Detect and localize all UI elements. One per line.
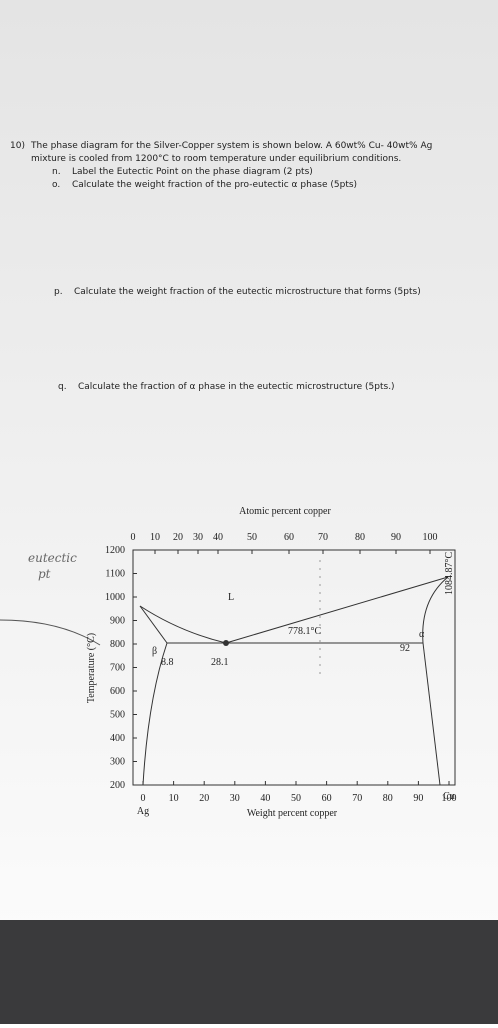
top-tick-label: 90	[391, 532, 401, 543]
x-end-label: Ag	[137, 806, 149, 817]
beta-solvus	[142, 642, 168, 786]
x-tick-label: 50	[291, 793, 301, 804]
part-label: q.	[58, 382, 67, 392]
y-tick-label: 400	[110, 733, 125, 744]
phase-boundaries	[139, 576, 449, 786]
top-tick-label: 30	[193, 532, 203, 543]
question-text: mixture is cooled from 1200°C to room te…	[31, 154, 401, 164]
x-tick-label: 0	[141, 793, 146, 804]
y-tick-label: 1000	[105, 592, 125, 603]
y-tick-label: 500	[110, 710, 125, 721]
question-text: The phase diagram for the Silver-Copper …	[30, 141, 432, 151]
x-axis-title: Weight percent copper	[247, 808, 338, 819]
top-axis-title: Atomic percent copper	[239, 506, 331, 517]
phase-label: 92	[400, 643, 410, 654]
paper	[0, 0, 498, 930]
handwriting: pt	[38, 567, 51, 581]
phase-label: 778.1°C	[288, 626, 321, 637]
top-tick-label: 60	[284, 532, 294, 543]
part-label: p.	[54, 287, 63, 297]
phase-label: α	[419, 629, 425, 640]
alpha-solvus	[422, 642, 441, 786]
top-tick-label: 10	[150, 532, 160, 543]
part-text: Calculate the weight fraction of the eut…	[74, 287, 421, 297]
top-tick-label: 20	[173, 532, 183, 543]
top-tick-label: 70	[318, 532, 328, 543]
part-text: Calculate the fraction of α phase in the…	[78, 382, 395, 392]
x-tick-label: 70	[352, 793, 362, 804]
y-tick-label: 300	[110, 757, 125, 768]
eutectic-point	[223, 640, 229, 646]
question-number: 10)	[10, 141, 25, 151]
liquidus-left	[139, 605, 227, 644]
x-tick-label: 80	[383, 793, 393, 804]
phase-label: 28.1	[211, 657, 229, 668]
x-tick-label: 100	[442, 793, 457, 804]
phase-label: L	[228, 592, 234, 603]
x-tick-label: 20	[199, 793, 209, 804]
x-tick-label: 10	[169, 793, 179, 804]
x-tick-label: 90	[413, 793, 423, 804]
phase-label: 1084.87°C	[444, 552, 455, 595]
top-tick-label: 100	[423, 532, 438, 543]
alpha-solidus	[422, 576, 449, 644]
handwritten-arrow	[0, 619, 101, 646]
x-end-label: Cu	[443, 791, 455, 802]
part-label: o.	[52, 180, 60, 190]
part-text: Label the Eutectic Point on the phase di…	[72, 167, 313, 177]
x-tick-label: 30	[230, 793, 240, 804]
y-tick-label: 200	[110, 780, 125, 791]
liquidus-right	[225, 576, 449, 644]
beta-solidus	[139, 605, 168, 644]
handwriting: eutectic	[28, 551, 77, 565]
y-tick-label: 700	[110, 663, 125, 674]
part-label: n.	[52, 167, 61, 177]
y-tick-label: 1100	[105, 569, 125, 580]
top-tick-label: 0	[131, 532, 136, 543]
top-tick-label: 80	[355, 532, 365, 543]
y-tick-label: 600	[110, 686, 125, 697]
part-text: Calculate the weight fraction of the pro…	[72, 180, 357, 190]
x-tick-label: 60	[322, 793, 332, 804]
y-tick-label: 800	[110, 639, 125, 650]
x-tick-label: 40	[260, 793, 270, 804]
y-axis-title: Temperature (°C)	[86, 633, 97, 703]
phase-label: β	[152, 646, 157, 657]
phase-label: 8.8	[161, 657, 174, 668]
top-tick-label: 40	[213, 532, 223, 543]
y-tick-label: 900	[110, 616, 125, 627]
top-tick-label: 50	[247, 532, 257, 543]
background	[0, 920, 498, 1024]
y-tick-label: 1200	[105, 545, 125, 556]
